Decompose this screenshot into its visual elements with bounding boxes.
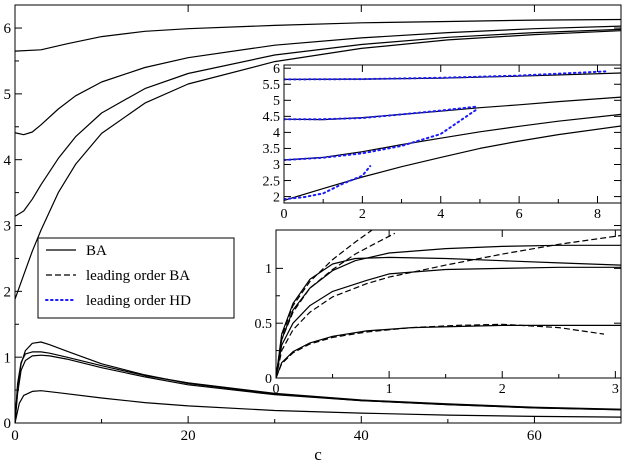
y-tick-label: 2.5 [263,174,281,189]
series-line-2-solid [276,256,621,378]
x-tick-label: 2 [499,382,506,397]
series-line-2-dotted [284,70,607,81]
plot-frame [283,64,622,204]
series-group [284,70,621,201]
x-tick-label: 1 [386,382,393,397]
x-tick-label: 2 [359,207,366,222]
series-line-6-solid [15,351,621,423]
inset-top-plot: 0 2 4 6 822.533.544.555.56 [263,62,622,222]
y-tick-label: 0 [265,372,272,387]
series-line-6-dashed [276,232,396,378]
series-line-8-dotted [284,165,372,201]
x-tick-label: 40 [354,428,369,444]
y-tick-label: 3 [273,158,280,173]
legend-label: leading order BA [86,268,190,284]
y-tick-label: 1 [265,262,272,277]
inset-bottom-plot: 0 1 2 3 0 0.5 1 [255,229,622,397]
y-tick-label: 0 [4,416,12,432]
series-group [276,230,621,378]
series-line-8-dashed [276,323,605,378]
series-line-5-dashed [276,230,373,378]
x-tick-label: 60 [527,428,542,444]
plot-area [276,230,621,378]
y-tick-label: 3.5 [263,142,281,157]
series-line-3-solid [276,266,621,378]
series-line-5-solid [284,113,621,161]
x-tick-label: 6 [516,207,523,222]
legend-label: BA [86,243,107,259]
y-tick-label: 0.5 [255,317,273,332]
y-tick-label: 5 [273,94,280,109]
y-tick-label: 6 [273,62,280,77]
series-line-7-solid [15,354,621,423]
x-tick-label: 3 [612,382,619,397]
y-tick-label: 4 [4,153,12,169]
series-line-1-solid [15,18,621,52]
series-line-6-dotted [284,108,477,161]
x-tick-label: 0 [11,428,19,444]
y-tick-label: 3 [4,219,12,235]
series-group [15,18,621,423]
x-tick-label: 0 [273,382,280,397]
series-line-8-solid [15,390,621,423]
x-tick-label: 0 [281,207,288,222]
series-line-2-solid [15,25,621,136]
series-line-7-solid [284,125,621,201]
x-tick-label: 4 [437,207,444,222]
y-tick-label: 5 [4,87,12,103]
x-tick-label: 8 [594,207,601,222]
y-tick-label: 4 [273,126,280,141]
legend-box [37,237,235,319]
y-tick-label: 2 [4,284,12,300]
x-tick-label: 20 [181,428,196,444]
series-line-7-dashed [276,234,621,378]
y-tick-label: 4.5 [263,110,281,125]
plot-frame [275,229,622,379]
y-tick-label: 2 [273,190,280,205]
plot-area [284,65,621,203]
y-tick-label: 5.5 [263,78,281,93]
y-tick-label: 1 [4,350,12,366]
legend-label: leading order HD [86,293,191,309]
series-line-3-solid [15,28,621,217]
plot-frame [14,4,622,424]
x-axis-label: c [314,445,322,462]
series-line-4-solid [15,30,621,300]
legend: BA leading order BA leading order HD [37,237,235,319]
y-tick-label: 6 [4,21,12,37]
